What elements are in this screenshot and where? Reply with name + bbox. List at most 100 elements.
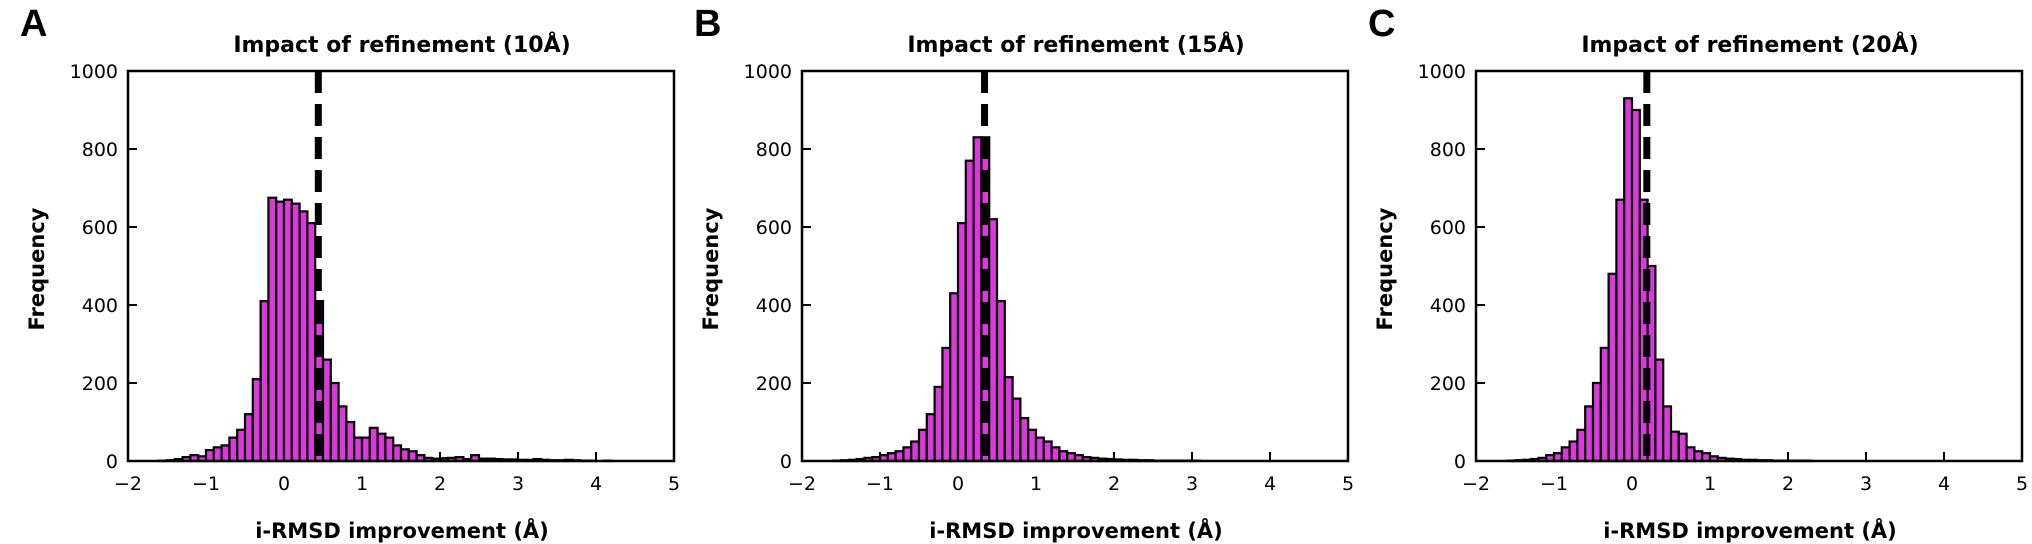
y-tick-label: 400 [1430, 295, 1466, 317]
histogram-bar [995, 300, 1006, 463]
histogram-bar [1576, 428, 1587, 463]
histogram-bar [1669, 430, 1680, 463]
x-tick-label: 2 [1782, 473, 1794, 495]
y-tick-label: 400 [756, 295, 792, 317]
histogram-bar [1584, 405, 1595, 463]
x-tick-label: 2 [434, 473, 446, 495]
histogram-bar [1685, 446, 1696, 463]
plot-area: 0 200 400 600 800 1000 −2 −1 0 1 2 3 4 5 [70, 61, 680, 495]
x-tick-label: 3 [1860, 473, 1872, 495]
histogram-bar [376, 432, 387, 463]
x-tick-label: 1 [1030, 473, 1042, 495]
histogram-bar [329, 381, 340, 463]
histogram-bar [204, 448, 215, 463]
histogram-bar [392, 444, 403, 463]
histogram-bar [306, 222, 317, 463]
y-axis-label: Frequency [699, 207, 723, 330]
plot-frame [126, 69, 676, 463]
histogram-bar [941, 346, 952, 463]
histogram-bar [368, 426, 379, 463]
histogram-bar [1042, 440, 1053, 463]
histogram-bar [1019, 417, 1030, 463]
histogram-bar [243, 413, 254, 463]
y-axis-label: Frequency [25, 207, 49, 330]
histogram-bar [220, 444, 231, 463]
histogram-bar [353, 436, 364, 463]
histogram-bar [1003, 376, 1014, 463]
x-axis-label: i-RMSD improvement (Å) [255, 518, 549, 543]
y-tick-label: 1000 [1418, 61, 1466, 83]
x-tick-label: −1 [1540, 473, 1568, 495]
x-tick-label: −2 [788, 473, 816, 495]
histogram-bar [267, 196, 278, 463]
histogram-bar [321, 358, 332, 463]
x-tick-label: 1 [1704, 473, 1716, 495]
y-tick-label: 800 [1430, 139, 1466, 161]
histogram-bar [972, 136, 983, 463]
histogram-bar [1654, 358, 1665, 463]
histogram-bar [910, 440, 921, 463]
histogram-bar [1058, 450, 1069, 463]
x-tick-label: 0 [952, 473, 964, 495]
x-tick-label: 2 [1108, 473, 1120, 495]
x-axis-label: i-RMSD improvement (Å) [1603, 518, 1897, 543]
x-tick-label: 0 [1626, 473, 1638, 495]
histogram-bar [407, 450, 418, 463]
y-tick-label: 600 [82, 217, 118, 239]
histogram-bar [917, 428, 928, 463]
y-tick-label: 200 [1430, 373, 1466, 395]
histogram-bar [1011, 397, 1022, 463]
histogram-bar [1646, 264, 1657, 463]
histogram-bar [298, 210, 309, 463]
x-axis-label: i-RMSD improvement (Å) [929, 518, 1223, 543]
x-tick-label: 0 [278, 473, 290, 495]
y-tick-label: 600 [756, 217, 792, 239]
chart-title: Impact of refinement (20Å) [1581, 32, 1918, 58]
panel-c: C Impact of refinement (20Å) Frequency i… [1368, 3, 2028, 543]
plot-frame [1474, 69, 2024, 463]
histogram-bar [259, 300, 270, 463]
plot-area: 0 200 400 600 800 1000 −2 −1 0 1 2 3 4 5 [744, 61, 1354, 495]
histogram-bar [384, 436, 395, 463]
histogram-bar [275, 200, 286, 463]
histogram-bar [1568, 440, 1579, 463]
chart-title: Impact of refinement (10Å) [233, 32, 570, 58]
y-tick-label: 0 [106, 451, 118, 473]
histogram-bar [925, 413, 936, 463]
y-tick-label: 1000 [70, 61, 118, 83]
histogram-bar [1560, 446, 1571, 463]
histogram-bar [1662, 405, 1673, 463]
histogram-bar [949, 292, 960, 463]
histogram-bar [212, 446, 223, 463]
panel-b: B Impact of refinement (15Å) Frequency i… [694, 3, 1354, 543]
y-tick-label: 800 [756, 139, 792, 161]
y-tick-label: 200 [756, 373, 792, 395]
panel-a: A Impact of refinement (10Å) Frequency i… [20, 3, 680, 543]
histogram-bar [282, 198, 293, 463]
x-tick-label: −2 [1462, 473, 1490, 495]
plot-area: 0 200 400 600 800 1000 −2 −1 0 1 2 3 4 5 [1418, 61, 2028, 495]
x-tick-label: 1 [356, 473, 368, 495]
y-tick-label: 600 [1430, 217, 1466, 239]
histogram-bar [290, 202, 301, 463]
panel-letter: A [20, 3, 47, 45]
histogram-bar [337, 405, 348, 463]
histogram-bar [345, 420, 356, 463]
x-tick-label: −1 [866, 473, 894, 495]
y-tick-label: 200 [82, 373, 118, 395]
histogram-bar [964, 159, 975, 463]
histogram-bar [894, 450, 905, 463]
histogram-bar [1693, 450, 1704, 463]
x-tick-label: 4 [1938, 473, 1950, 495]
histogram-bar [360, 436, 371, 463]
histogram-bar [1607, 272, 1618, 463]
x-tick-label: −1 [192, 473, 220, 495]
histogram-bar [1599, 346, 1610, 463]
histogram-bar [1591, 381, 1602, 463]
histogram-bar [228, 436, 239, 463]
histogram-bar [1615, 198, 1626, 463]
panel-letter: B [694, 3, 721, 45]
y-tick-label: 1000 [744, 61, 792, 83]
chart-title: Impact of refinement (15Å) [907, 32, 1244, 58]
